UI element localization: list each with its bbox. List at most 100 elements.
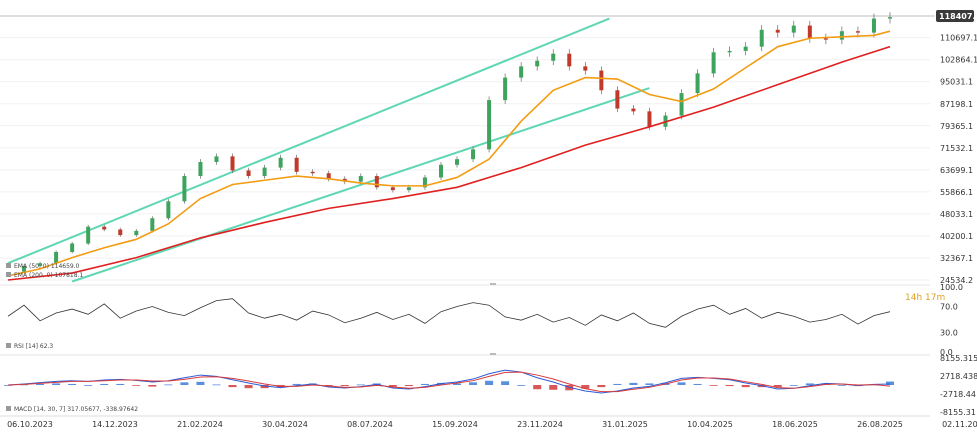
macd-tick-label: 2718.438: [940, 372, 977, 381]
price-tick-label: 24534.2: [940, 276, 973, 285]
macd-histogram-bar: [340, 385, 349, 387]
candle-body: [631, 108, 636, 112]
candle-body: [246, 170, 251, 177]
macd-histogram-bar: [886, 381, 894, 386]
macd-histogram-bar: [741, 385, 750, 388]
macd-histogram-bar: [501, 381, 510, 385]
candle-body: [278, 157, 283, 168]
x-tick-label: 21.02.2024: [177, 420, 223, 429]
candle-body: [326, 173, 331, 179]
x-tick-label: 14.12.2023: [92, 420, 138, 429]
candle-body: [198, 161, 203, 177]
candle-body: [70, 243, 75, 252]
candle-body: [214, 156, 219, 162]
macd-histogram-bar: [244, 385, 253, 389]
candle-body: [406, 187, 411, 191]
candle-body: [839, 31, 844, 40]
price-tick-label: 55866.1: [940, 188, 973, 197]
candle-body: [519, 66, 524, 78]
price-y-axis: 110697.1 102864.1 95031.1 87198.1 79365.1 715…: [940, 34, 977, 285]
macd-histogram-bar: [773, 385, 782, 388]
macd-histogram-bar: [52, 383, 61, 385]
x-tick-label: 10.04.2025: [687, 420, 733, 429]
price-tick-label: 102864.1: [940, 56, 977, 65]
macd-histogram-bar: [212, 384, 221, 386]
candle-body: [230, 156, 235, 171]
macd-histogram-bar: [645, 383, 654, 385]
macd-histogram-bar: [356, 384, 365, 386]
rsi-resize-handle[interactable]: [490, 283, 496, 285]
price-tick-label: 110697.1: [940, 34, 977, 43]
ema200-legend: EMA (200, 0) 107818.1: [14, 272, 83, 279]
price-tick-label: 71532.1: [940, 144, 973, 153]
candle-body: [86, 226, 91, 244]
macd-tick-label: -8155.31: [940, 408, 976, 417]
candle-body: [647, 111, 652, 127]
price-tick-label: 63699.1: [940, 166, 973, 175]
macd-legend: MACD [14, 30, 7] 317.05677, -338.97642: [14, 406, 138, 413]
macd-tick-label: 8155.315: [940, 354, 977, 363]
macd-histogram-bar: [260, 385, 269, 389]
x-tick-label: 06.10.2023: [7, 420, 53, 429]
macd-histogram-bar: [677, 382, 686, 386]
rsi-tick-label: 100.0: [940, 283, 963, 292]
candle-body: [679, 93, 684, 116]
rsi-tick-label: 30.0: [940, 329, 958, 338]
price-tick-label: 32367.1: [940, 254, 973, 263]
macd-histogram-bar: [164, 384, 173, 386]
ema200-line: [7, 45, 891, 281]
ema50-line: [7, 30, 891, 277]
rsi-tick-label: 0.0: [940, 348, 953, 357]
macd-histogram-bar: [453, 383, 462, 385]
macd-resize-handle[interactable]: [490, 353, 496, 355]
rsi-legend: RSI [14] 62.3: [14, 343, 53, 350]
rsi-y-axis: 100.0 70.0 30.0 0.0: [940, 283, 963, 357]
candle-body: [807, 25, 812, 39]
candle-body: [791, 25, 796, 33]
rsi-legend-icon: [6, 343, 11, 348]
price-legend: EMA (50, 0) 114659.0 EMA (200, 0) 107818…: [6, 263, 83, 279]
x-tick-label: 30.04.2024: [262, 420, 308, 429]
macd-tick-label: -2718.44: [940, 390, 976, 399]
macd-histogram-bar: [116, 383, 125, 385]
candle-body: [775, 29, 780, 33]
price-tick-label: 95031.1: [940, 78, 973, 87]
candle-body: [551, 53, 556, 61]
macd-histogram-bar: [805, 383, 814, 385]
candle-body: [871, 18, 876, 33]
macd-legend-icon: [6, 406, 11, 411]
macd-histogram-bar: [613, 383, 622, 385]
macd-histogram-bar: [132, 385, 141, 386]
ema200-legend-icon: [6, 272, 11, 277]
macd-histogram-bar: [581, 385, 590, 389]
candle-body: [118, 229, 123, 236]
macd-histogram-bar: [517, 385, 526, 386]
candle-body: [134, 230, 139, 236]
candle-body: [567, 53, 572, 67]
macd-histogram-bar: [420, 383, 429, 385]
macd-histogram-bar: [388, 385, 397, 387]
candle-body: [358, 176, 363, 182]
last-price-tag: [936, 10, 974, 22]
price-tick-label: 48033.1: [940, 210, 973, 219]
macd-histogram-bar: [292, 383, 301, 385]
x-tick-label: 15.09.2024: [432, 420, 478, 429]
candle-body: [615, 90, 620, 109]
x-axis: 06.10.2023 14.12.2023 21.02.2024 30.04.2024…: [7, 420, 977, 429]
ema50-legend: EMA (50, 0) 114659.0: [14, 263, 80, 270]
macd-histogram-bar: [485, 380, 494, 385]
candle-body: [759, 29, 764, 47]
candle-body: [711, 52, 716, 74]
candle-body: [583, 66, 588, 71]
x-tick-label: 02.11.2025: [942, 420, 977, 429]
macd-histogram-bar: [100, 383, 109, 385]
grid: [0, 15, 930, 281]
candle-body: [54, 251, 59, 264]
candle-body: [888, 17, 892, 19]
x-tick-label: 08.07.2024: [347, 420, 393, 429]
channel-lower-line: [71, 87, 650, 283]
macd-histogram-bar: [789, 385, 798, 386]
trend-channel[interactable]: [7, 17, 650, 283]
